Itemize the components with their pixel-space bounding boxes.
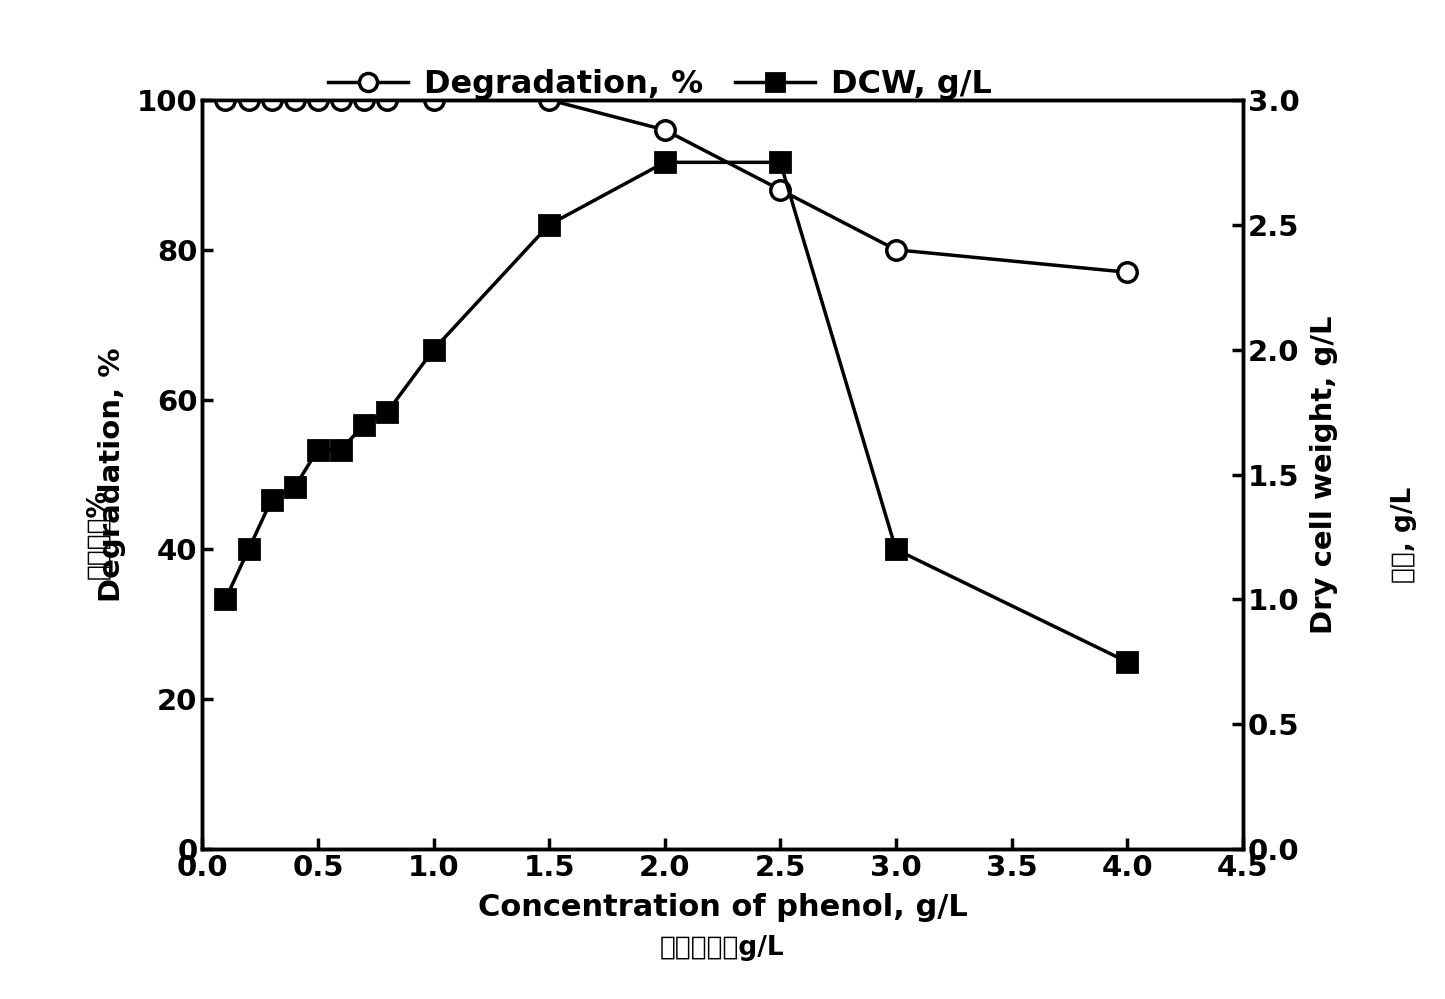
Y-axis label: Degradation, %: Degradation, % (98, 348, 126, 601)
Text: 降解率，%: 降解率，% (85, 490, 111, 579)
Y-axis label: Dry cell weight, g/L: Dry cell weight, g/L (1311, 316, 1338, 633)
Text: 苯酚浓度，g/L: 苯酚浓度，g/L (660, 935, 785, 961)
Legend: Degradation, %, DCW, g/L: Degradation, %, DCW, g/L (315, 56, 1004, 113)
X-axis label: Concentration of phenol, g/L: Concentration of phenol, g/L (478, 893, 967, 922)
Text: 干重, g/L: 干重, g/L (1392, 487, 1418, 582)
